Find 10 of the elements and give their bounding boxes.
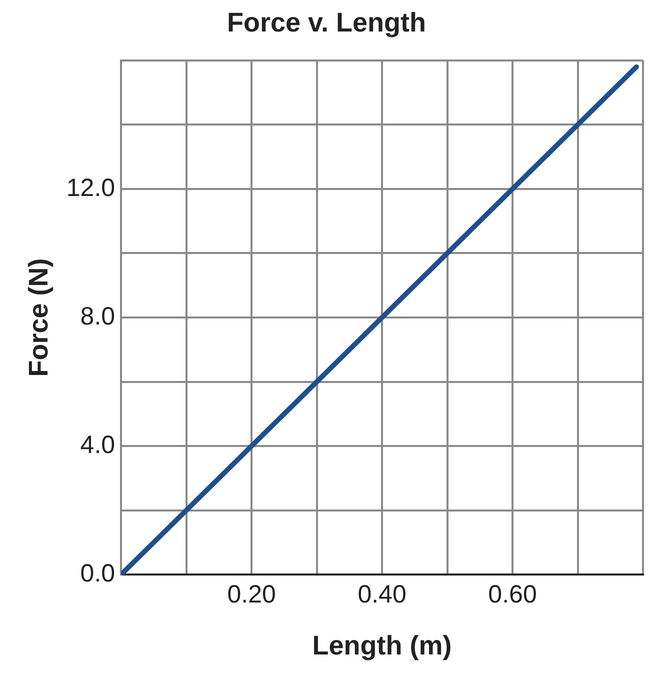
x-tick-label: 0.40 — [358, 580, 406, 608]
y-tick-label: 0.0 — [80, 559, 116, 588]
y-tick-label: 12.0 — [66, 174, 116, 202]
x-tick-label: 0.20 — [227, 580, 276, 608]
x-axis-title: Length (m) — [312, 630, 452, 660]
y-tick-label: 4.0 — [80, 430, 116, 459]
y-tick-label: 8.0 — [80, 302, 116, 330]
y-axis-title: Force (N) — [24, 258, 54, 377]
x-tick-label: 0.60 — [488, 580, 537, 608]
chart-title: Force v. Length — [226, 8, 426, 38]
